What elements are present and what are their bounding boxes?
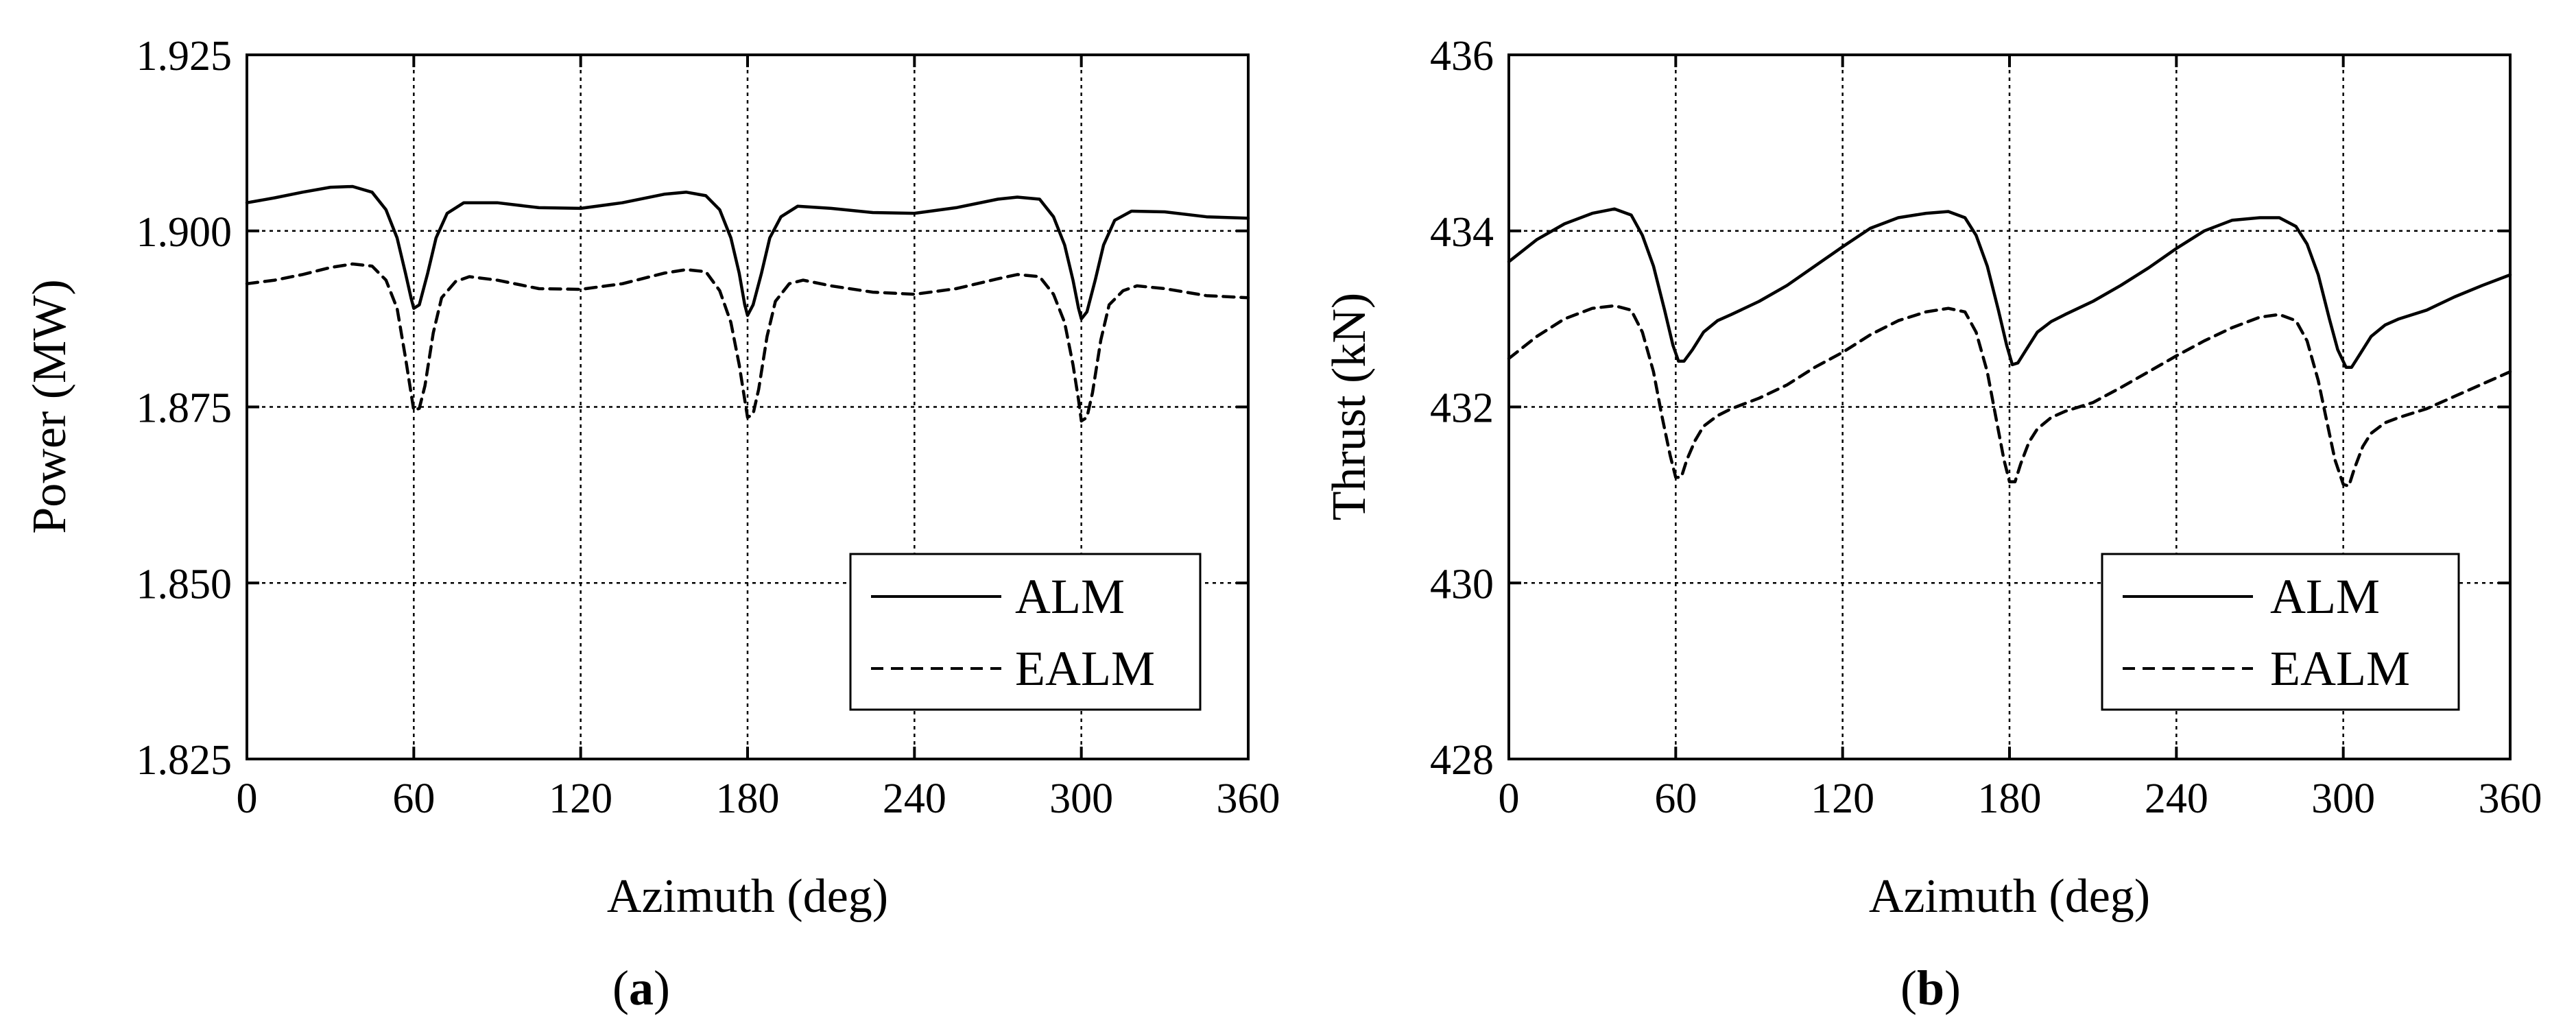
- panel-b-x-tick-label: 120: [1811, 775, 1874, 822]
- panel-b-ticks: [1507, 53, 2512, 760]
- panel-b-y-tick-label: 432: [1430, 385, 1494, 432]
- panel-a-x-tick-label: 60: [392, 775, 435, 822]
- panel-a-y-tick-label: 1.900: [136, 209, 232, 256]
- panel-a-series-ealm-line: [245, 262, 1250, 423]
- panel-a-label: (a): [612, 961, 670, 1015]
- panel-a-x-tick-label: 300: [1049, 775, 1113, 822]
- panel-b-legend-label-alm: ALM: [2270, 569, 2380, 624]
- panel-b-legend: ALM EALM: [2101, 553, 2460, 711]
- panel-b-series-ealm-line: [1507, 304, 2512, 488]
- panel-a-y-tick-labels: 1.825 1.850 1.875 1.900 1.925: [136, 33, 232, 784]
- panel-b-y-tick-label: 430: [1430, 561, 1494, 607]
- panel-b: 0 60 120 180 240 300 360 428 430 432 434 436 Azimu…: [1323, 33, 2542, 1015]
- panel-b-y-tick-label: 428: [1430, 737, 1494, 784]
- panel-a-x-axis-title: Azimuth (deg): [607, 870, 888, 923]
- panel-a-x-tick-labels: 0 60 120 180 240 300 360: [237, 775, 1280, 822]
- panel-a: 0 60 120 180 240 300 360 1.8251.8501.8751.9001…: [23, 33, 1280, 1015]
- panel-a-legend-box: [849, 553, 1202, 711]
- panel-a-x-tick-label: 0: [237, 775, 258, 822]
- panel-b-x-tick-labels: 0 60 120 180 240 300 360: [1499, 775, 2542, 822]
- panel-a-y-tick-label: 1.825: [136, 737, 232, 784]
- panel-b-x-tick-label: 180: [1978, 775, 2042, 822]
- panel-a-lines: [245, 184, 1250, 423]
- panel-b-series-alm-line: [1507, 207, 2512, 369]
- panel-b-label: (b): [1900, 961, 1961, 1015]
- panel-a-legend-label-alm: ALM: [1015, 569, 1125, 624]
- panel-b-y-tick-label: 436: [1430, 33, 1494, 80]
- panel-a-x-tick-label: 360: [1217, 775, 1280, 822]
- panel-a-legend-label-ealm: EALM: [1015, 641, 1155, 696]
- panel-a-legend: ALM EALM: [849, 553, 1202, 711]
- panel-b-x-tick-label: 360: [2479, 775, 2542, 822]
- panel-a-y-tick-label: 1.850: [136, 561, 232, 607]
- panel-b-x-tick-label: 300: [2311, 775, 2375, 822]
- panel-a-ticks: [246, 53, 1250, 760]
- panel-b-x-tick-label: 60: [1654, 775, 1697, 822]
- panel-b-y-axis-title: Thrust (kN): [1323, 293, 1376, 520]
- panel-b-y-tick-labels: 428 430 432 434 436: [1430, 33, 1494, 784]
- panel-b-x-tick-label: 0: [1499, 775, 1520, 822]
- panel-b-grid: [1509, 55, 2510, 759]
- panel-b-legend-label-ealm: EALM: [2270, 641, 2410, 696]
- panel-b-x-axis-title: Azimuth (deg): [1869, 870, 2150, 923]
- panel-a-y-tick-label: 1.925: [136, 33, 232, 80]
- panel-a-y-axis-title: Power (MW): [23, 279, 76, 533]
- panel-a-series-alm-line: [245, 184, 1250, 321]
- panel-b-x-tick-label: 240: [2145, 775, 2208, 822]
- panel-b-y-tick-label: 434: [1430, 209, 1494, 256]
- panel-a-x-tick-label: 240: [883, 775, 946, 822]
- panel-b-legend-box: [2101, 553, 2460, 711]
- panel-a-y-tick-label: 1.875: [136, 385, 232, 432]
- panel-a-x-tick-label: 120: [549, 775, 612, 822]
- panel-b-lines: [1507, 207, 2512, 488]
- panel-a-x-tick-label: 180: [716, 775, 780, 822]
